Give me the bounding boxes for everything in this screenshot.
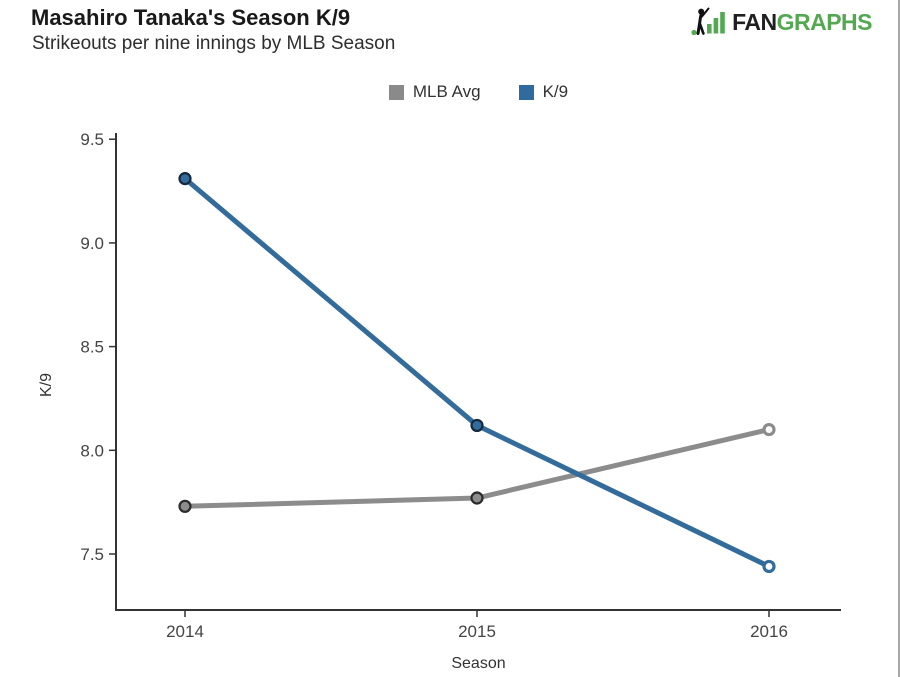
data-point-k-9-2015	[470, 418, 484, 433]
y-tick-label: 9.5	[80, 130, 104, 149]
legend-label-mlb-avg: MLB Avg	[412, 82, 481, 101]
logo-text-fan: FAN	[732, 8, 777, 35]
legend-swatch-k9	[518, 84, 534, 100]
logo-text-graphs: GRAPHS	[776, 8, 873, 35]
x-tick-label: 2015	[458, 622, 496, 641]
legend-swatch-mlb-avg	[388, 84, 404, 100]
legend-entry-k9[interactable]: K/9	[518, 82, 569, 102]
data-point-k-9-2014	[178, 172, 192, 186]
y-axis-title: K/9	[38, 373, 55, 398]
window-right-border	[898, 0, 900, 677]
y-tick-label: 9.0	[80, 234, 104, 253]
x-tick-label: 2014	[166, 622, 204, 641]
page-title: Masahiro Tanaka's Season K/9	[31, 5, 351, 30]
y-tick-label: 8.0	[80, 441, 104, 460]
legend-label-k9: K/9	[542, 82, 569, 101]
fangraphs-batter-bars-icon	[691, 7, 725, 36]
data-point-k-9-2016	[762, 559, 776, 574]
legend-entry-mlb-avg[interactable]: MLB Avg	[388, 82, 481, 102]
data-point-mlb-avg-2014	[178, 499, 192, 513]
fangraphs-logo-text: FANGRAPHS	[732, 9, 872, 36]
series-line-k-9	[182, 176, 772, 569]
x-axis-title: Season	[451, 655, 506, 672]
x-tick-label: 2016	[750, 622, 788, 641]
y-tick-label: 8.5	[80, 338, 104, 357]
data-point-mlb-avg-2015	[470, 491, 484, 505]
chart-legend: MLB Avg K/9	[116, 82, 841, 102]
data-point-mlb-avg-2016	[762, 422, 776, 437]
page-subtitle: Strikeouts per nine innings by MLB Seaso…	[32, 33, 396, 54]
fangraphs-logo-link[interactable]: FANGRAPHS	[691, 7, 873, 37]
y-tick-label: 7.5	[80, 545, 104, 564]
